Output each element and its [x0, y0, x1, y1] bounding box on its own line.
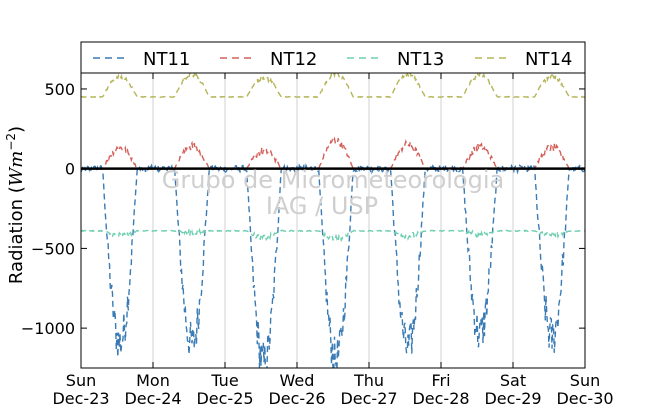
x-tick-label-day: Sun	[570, 371, 600, 390]
x-tick-label-day: Wed	[280, 371, 315, 390]
x-tick-label-date: Dec-24	[124, 389, 181, 408]
series-nt13	[81, 227, 585, 243]
y-tick-label: −500	[31, 239, 75, 258]
legend-label: NT11	[143, 49, 190, 70]
legend-label: NT13	[397, 49, 444, 70]
y-axis: 500 0 −500 −1000	[21, 80, 585, 338]
grid-lines	[152, 73, 514, 368]
y-tick-label: −1000	[21, 319, 75, 338]
y-tick-label: 500	[44, 80, 75, 99]
x-tick-label-day: Fri	[431, 371, 450, 390]
x-tick-label-date: Dec-26	[268, 389, 325, 408]
x-axis: SunDec-23MonDec-24TueDec-25WedDec-26ThuD…	[52, 73, 614, 408]
x-tick-label-day: Tue	[210, 371, 238, 390]
x-tick-label-date: Dec-30	[556, 389, 613, 408]
x-tick-label-date: Dec-29	[484, 389, 541, 408]
series-lines	[81, 73, 585, 368]
x-tick-label-date: Dec-23	[52, 389, 109, 408]
x-tick-label-day: Sat	[500, 371, 526, 390]
x-tick-label-day: Mon	[136, 371, 170, 390]
x-tick-label-day: Thu	[353, 371, 384, 390]
watermark: Grupo de Micrometeorologia IAG / USP	[162, 166, 504, 220]
x-tick-label-date: Dec-28	[412, 389, 469, 408]
watermark-line-1: Grupo de Micrometeorologia	[162, 166, 504, 194]
y-axis-label-main: Radiation (	[6, 186, 27, 284]
y-axis-label-unit: Wm	[6, 151, 27, 187]
watermark-line-2: IAG / USP	[266, 192, 378, 220]
x-tick-label-date: Dec-25	[196, 389, 253, 408]
series-nt12	[81, 136, 585, 171]
legend-label: NT14	[525, 49, 572, 70]
y-axis-label-close: )	[6, 126, 27, 133]
y-tick-label: 0	[65, 160, 75, 179]
y-axis-label: Radiation (Wm−2)	[4, 126, 27, 284]
plot-frame	[80, 72, 586, 369]
y-axis-label-exponent: −2	[4, 133, 18, 151]
series-nt14	[81, 73, 585, 99]
x-tick-label-day: Sun	[66, 371, 96, 390]
x-tick-label-date: Dec-27	[340, 389, 397, 408]
legend: NT11 NT12 NT13 NT14	[80, 41, 586, 74]
legend-label: NT12	[270, 49, 317, 70]
